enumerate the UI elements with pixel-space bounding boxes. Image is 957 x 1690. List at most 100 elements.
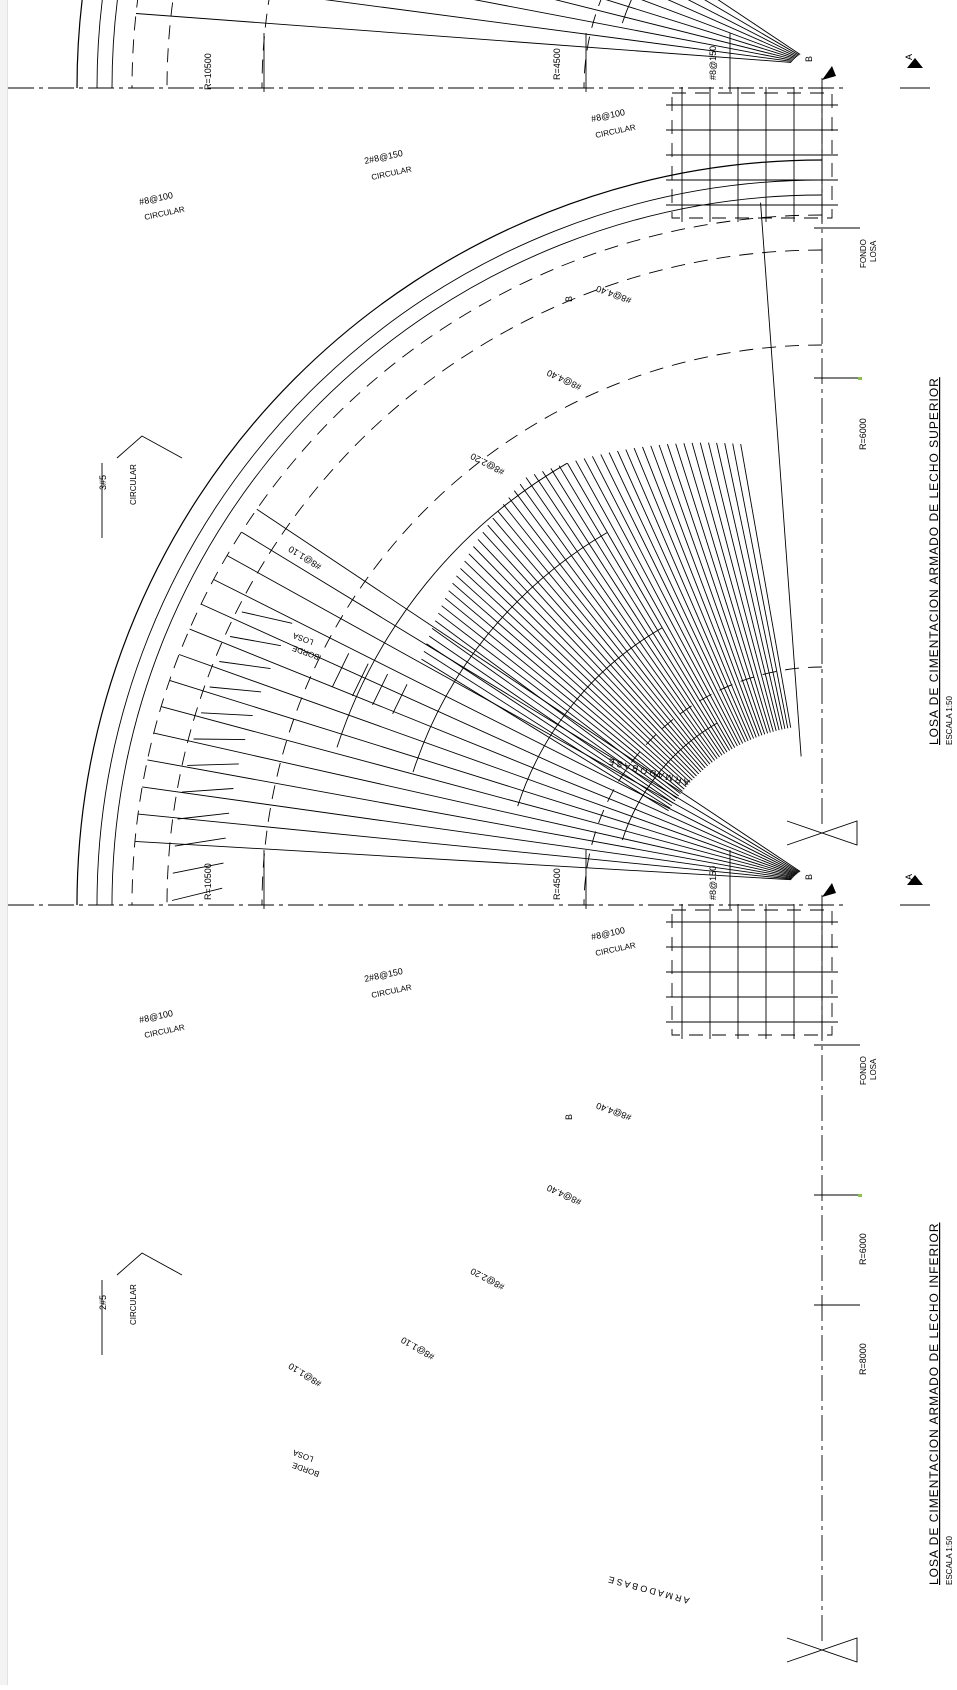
radial-label-2: #8@2.20 bbox=[469, 1266, 506, 1292]
reference-dashed-arc bbox=[583, 0, 602, 89]
radial-bar bbox=[575, 460, 736, 748]
radial-bar bbox=[460, 568, 691, 783]
radius-label-4500: R=4500 bbox=[552, 48, 562, 80]
radial-bar bbox=[617, 450, 749, 742]
center-ring-label: #8@100 bbox=[590, 107, 626, 124]
radial-bar bbox=[732, 443, 789, 729]
mid-ring-label: 2#8@150 bbox=[363, 148, 403, 166]
mid-ring-note: CIRCULAR bbox=[371, 983, 413, 1000]
center-ring-label: #8@100 bbox=[590, 925, 626, 942]
edge-detail-line bbox=[352, 663, 369, 697]
main-radial-bar bbox=[189, 628, 797, 875]
radial-bar bbox=[558, 465, 730, 751]
section-arrow-b bbox=[822, 883, 836, 897]
reference-dashed-arc bbox=[166, 0, 174, 89]
drawing-title-inferior: LOSA DE CIMENTACION ARMADO DE LECHO INFE… bbox=[927, 1223, 941, 1586]
edge-hook bbox=[193, 738, 246, 741]
outer-ring-label: #8@100 bbox=[138, 1008, 174, 1025]
mid-ring-note: CIRCULAR bbox=[371, 165, 413, 182]
top-grid-label: #8@150 bbox=[708, 46, 718, 80]
break-symbol bbox=[786, 820, 858, 846]
outer-ring-label: #8@100 bbox=[138, 190, 174, 207]
reference-dashed-arc bbox=[166, 249, 823, 906]
radial-bar bbox=[487, 524, 704, 771]
main-radial-bar bbox=[641, 0, 797, 59]
edge-detail-line bbox=[392, 684, 408, 715]
radial-bar bbox=[533, 474, 723, 756]
outer-ring-note: CIRCULAR bbox=[144, 1023, 186, 1040]
radial-bar bbox=[633, 447, 755, 739]
radial-bar bbox=[456, 575, 689, 785]
radial-bar bbox=[473, 546, 697, 777]
slab-edge-arc bbox=[76, 159, 823, 906]
edge-bars-leader bbox=[116, 1252, 183, 1276]
ring-dimension-line bbox=[760, 202, 802, 757]
accent-mark bbox=[858, 1194, 862, 1197]
main-radial-bar bbox=[241, 531, 800, 873]
section-mark-b: B bbox=[804, 56, 814, 62]
edge-bars-label: 3#5 bbox=[98, 475, 108, 490]
main-radial-bar bbox=[256, 508, 801, 872]
radial-bar bbox=[434, 620, 678, 799]
radial-bar bbox=[477, 539, 700, 775]
radial-bar bbox=[708, 442, 780, 731]
radial-bar bbox=[441, 605, 681, 795]
outer-ring-note: CIRCULAR bbox=[144, 205, 186, 222]
edge-bars-note: CIRCULAR bbox=[129, 464, 138, 505]
drawing-superior-labels: R=10500 R=4500 #8@150 #8@100 CIRCULAR 2#… bbox=[98, 46, 954, 788]
borde-note: BORDE bbox=[291, 643, 321, 661]
radial-bar bbox=[426, 643, 673, 807]
radial-bar bbox=[650, 445, 760, 737]
mid-ring-label: 2#8@150 bbox=[363, 966, 403, 984]
radial-bar bbox=[468, 553, 695, 779]
edge-hook bbox=[187, 763, 239, 766]
section-mark-a: A bbox=[904, 54, 914, 60]
rebar-distribution-arc bbox=[336, 462, 568, 748]
radial-bar bbox=[608, 452, 746, 743]
main-radial-bar bbox=[153, 732, 794, 878]
rebar-distribution-arc bbox=[517, 627, 663, 807]
radial-label-6: #8@2.20 bbox=[469, 451, 506, 477]
radius-label-10500: R=10500 bbox=[203, 863, 213, 900]
edge-hook bbox=[181, 788, 234, 793]
edge-detail-line bbox=[372, 673, 388, 706]
radial-label-3: #8@4.40 bbox=[545, 1183, 582, 1208]
radial-bar bbox=[683, 443, 771, 733]
radial-bar bbox=[699, 442, 777, 732]
radial-label-1: #8@1.10 bbox=[399, 1335, 436, 1362]
radial-bar bbox=[691, 442, 774, 732]
radius-label-4500: R=4500 bbox=[552, 868, 562, 900]
radial-bar bbox=[583, 458, 738, 747]
radial-bar bbox=[431, 628, 676, 802]
radial-bar bbox=[591, 456, 741, 746]
reference-dashed-arc bbox=[583, 666, 823, 906]
radius-label-6000: R=6000 bbox=[858, 418, 868, 450]
radial-bar bbox=[542, 471, 725, 754]
radial-label-5: #8@1.10 bbox=[287, 1361, 323, 1389]
main-radial-bar bbox=[554, 0, 795, 60]
drawing-inferior-labels: R=10500 R=4500 #8@150 #8@100 CIRCULAR 2#… bbox=[98, 863, 954, 1606]
armado-base-note: A R M A D O B A S E bbox=[607, 1574, 690, 1605]
radial-bar bbox=[724, 443, 786, 729]
radial-bar bbox=[438, 612, 679, 797]
main-radial-bar bbox=[473, 0, 794, 61]
quadrant-inferior bbox=[8, 159, 930, 1663]
main-radial-bar bbox=[161, 706, 795, 877]
main-radial-bar bbox=[178, 654, 796, 876]
edge-ring-arc bbox=[111, 194, 823, 906]
main-radial-bar bbox=[213, 579, 799, 874]
break-symbol bbox=[786, 1637, 858, 1663]
edge-bars-note: CIRCULAR bbox=[129, 1284, 138, 1325]
radius-label-10500: R=10500 bbox=[203, 53, 213, 90]
radial-label-5: #8@1.10 bbox=[287, 544, 323, 572]
fondo-note: FONDO bbox=[859, 1056, 868, 1085]
section-arrow-a bbox=[907, 875, 923, 885]
radial-bar bbox=[464, 560, 693, 781]
edge-hook bbox=[174, 837, 226, 847]
edge-hook bbox=[219, 661, 271, 670]
main-radial-bar bbox=[200, 603, 798, 875]
reference-dashed-arc bbox=[131, 214, 823, 906]
main-radial-bar bbox=[134, 840, 792, 881]
main-radial-bar bbox=[704, 0, 800, 56]
drawing-title-superior: LOSA DE CIMENTACION ARMADO DE LECHO SUPE… bbox=[927, 377, 941, 745]
